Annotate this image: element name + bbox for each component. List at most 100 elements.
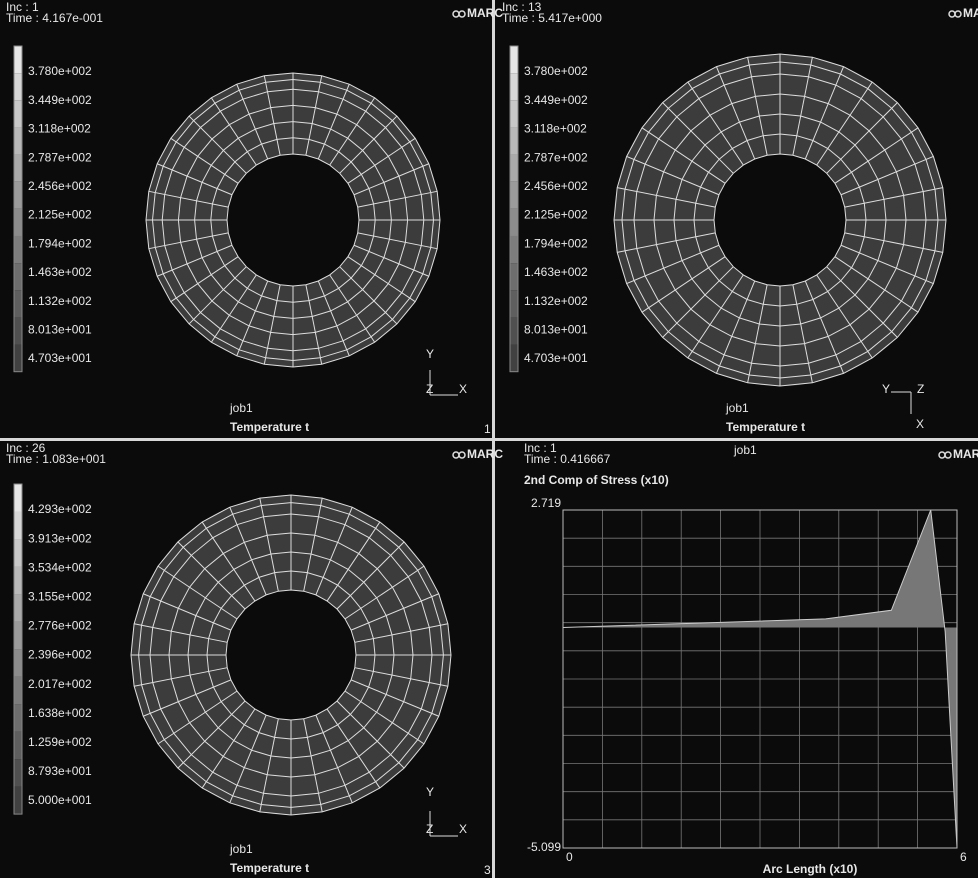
legend-label: 2.776e+002 [28, 619, 92, 633]
legend-label: 1.132e+002 [524, 294, 588, 308]
legend-label: 8.013e+001 [28, 322, 92, 336]
legend-label: 1.794e+002 [28, 236, 92, 250]
time-label: Time : 0.416667 [524, 452, 611, 466]
legend-label: 3.449e+002 [524, 93, 588, 107]
legend-label: 2.125e+002 [28, 208, 92, 222]
triad-label: Y [426, 785, 434, 799]
legend-swatch [14, 127, 22, 154]
legend-label: 3.155e+002 [28, 589, 92, 603]
legend-swatch [510, 127, 518, 154]
legend-swatch [14, 209, 22, 236]
legend-label: 2.456e+002 [28, 179, 92, 193]
legend-label: 4.703e+001 [28, 351, 92, 365]
legend-swatch [14, 182, 22, 209]
legend-label: 4.293e+002 [28, 502, 92, 516]
legend-label: 2.456e+002 [524, 179, 588, 193]
x-axis-label: Arc Length (x10) [763, 862, 858, 876]
legend-swatch [14, 787, 22, 815]
legend-swatch [510, 73, 518, 100]
legend-swatch [510, 46, 518, 73]
legend-swatch [14, 704, 22, 732]
legend-label: 2.396e+002 [28, 648, 92, 662]
legend-label: 2.125e+002 [524, 208, 588, 222]
legend-swatch [14, 263, 22, 290]
legend-label: 5.000e+001 [28, 793, 92, 807]
legend-swatch [14, 677, 22, 705]
legend-swatch [14, 732, 22, 760]
viewport-number: 1 [484, 422, 491, 436]
result-label: Temperature t [230, 861, 309, 875]
legend-swatch [510, 317, 518, 344]
legend-swatch [14, 317, 22, 344]
legend-swatch [14, 567, 22, 595]
y-tick-label: 2.719 [531, 496, 561, 510]
triad-label: Y [426, 347, 434, 361]
legend-swatch [14, 622, 22, 650]
legend-swatch [510, 100, 518, 127]
legend-swatch [510, 290, 518, 317]
job-label: job1 [229, 842, 253, 856]
legend-label: 3.118e+002 [524, 122, 587, 136]
viewport [495, 441, 978, 878]
legend-label: 1.463e+002 [524, 265, 588, 279]
legend-swatch [14, 290, 22, 317]
triad-label: Y [882, 382, 890, 396]
x-tick-label: 0 [566, 850, 573, 864]
legend-swatch [14, 759, 22, 787]
logo: MARC [467, 6, 503, 20]
legend-swatch [14, 46, 22, 73]
triad-label: Z [917, 382, 924, 396]
legend-label: 1.638e+002 [28, 706, 92, 720]
legend-label: 2.787e+002 [28, 150, 92, 164]
legend-label: 1.259e+002 [28, 735, 92, 749]
legend-label: 3.780e+002 [28, 64, 92, 78]
screen: Inc : 1Time : 4.167e-001MARC3.780e+0023.… [0, 0, 978, 878]
legend-swatch [14, 512, 22, 540]
legend-swatch [14, 236, 22, 263]
legend-swatch [14, 73, 22, 100]
plot-title: 2nd Comp of Stress (x10) [524, 473, 669, 487]
legend-label: 3.449e+002 [28, 93, 92, 107]
y-tick-label: -5.099 [527, 840, 561, 854]
legend-label: 1.794e+002 [524, 236, 588, 250]
triad-label: X [459, 382, 467, 396]
legend-swatch [510, 263, 518, 290]
legend-swatch [14, 155, 22, 182]
legend-swatch [14, 594, 22, 622]
time-label: Time : 4.167e-001 [6, 11, 103, 25]
legend-label: 3.780e+002 [524, 64, 588, 78]
logo: MARC [963, 6, 978, 20]
legend-label: 2.017e+002 [28, 677, 92, 691]
legend-swatch [14, 484, 22, 512]
x-tick-label: 6 [960, 850, 967, 864]
result-label: Temperature t [230, 420, 309, 434]
legend-label: 1.132e+002 [28, 294, 92, 308]
legend-swatch [14, 539, 22, 567]
legend-label: 8.793e+001 [28, 764, 92, 778]
logo: MARC [467, 447, 503, 461]
legend-label: 3.913e+002 [28, 531, 92, 545]
triad-label: X [459, 822, 467, 836]
legend-swatch [14, 100, 22, 127]
legend-swatch [14, 649, 22, 677]
triad-label: X [916, 417, 924, 431]
legend-label: 2.787e+002 [524, 150, 588, 164]
legend-label: 8.013e+001 [524, 322, 588, 336]
time-label: Time : 1.083e+001 [6, 452, 106, 466]
legend-label: 1.463e+002 [28, 265, 92, 279]
time-label: Time : 5.417e+000 [502, 11, 602, 25]
legend-label: 4.703e+001 [524, 351, 588, 365]
job-label: job1 [725, 401, 749, 415]
legend-swatch [510, 209, 518, 236]
legend-swatch [510, 182, 518, 209]
legend-swatch [510, 155, 518, 182]
job-label: job1 [229, 401, 253, 415]
viewport-number: 3 [484, 863, 491, 877]
logo: MARC [953, 447, 978, 461]
legend-swatch [510, 345, 518, 372]
legend-label: 3.118e+002 [28, 122, 91, 136]
legend-label: 3.534e+002 [28, 560, 92, 574]
result-label: Temperature t [726, 420, 805, 434]
legend-swatch [14, 345, 22, 372]
job-label: job1 [733, 443, 757, 457]
